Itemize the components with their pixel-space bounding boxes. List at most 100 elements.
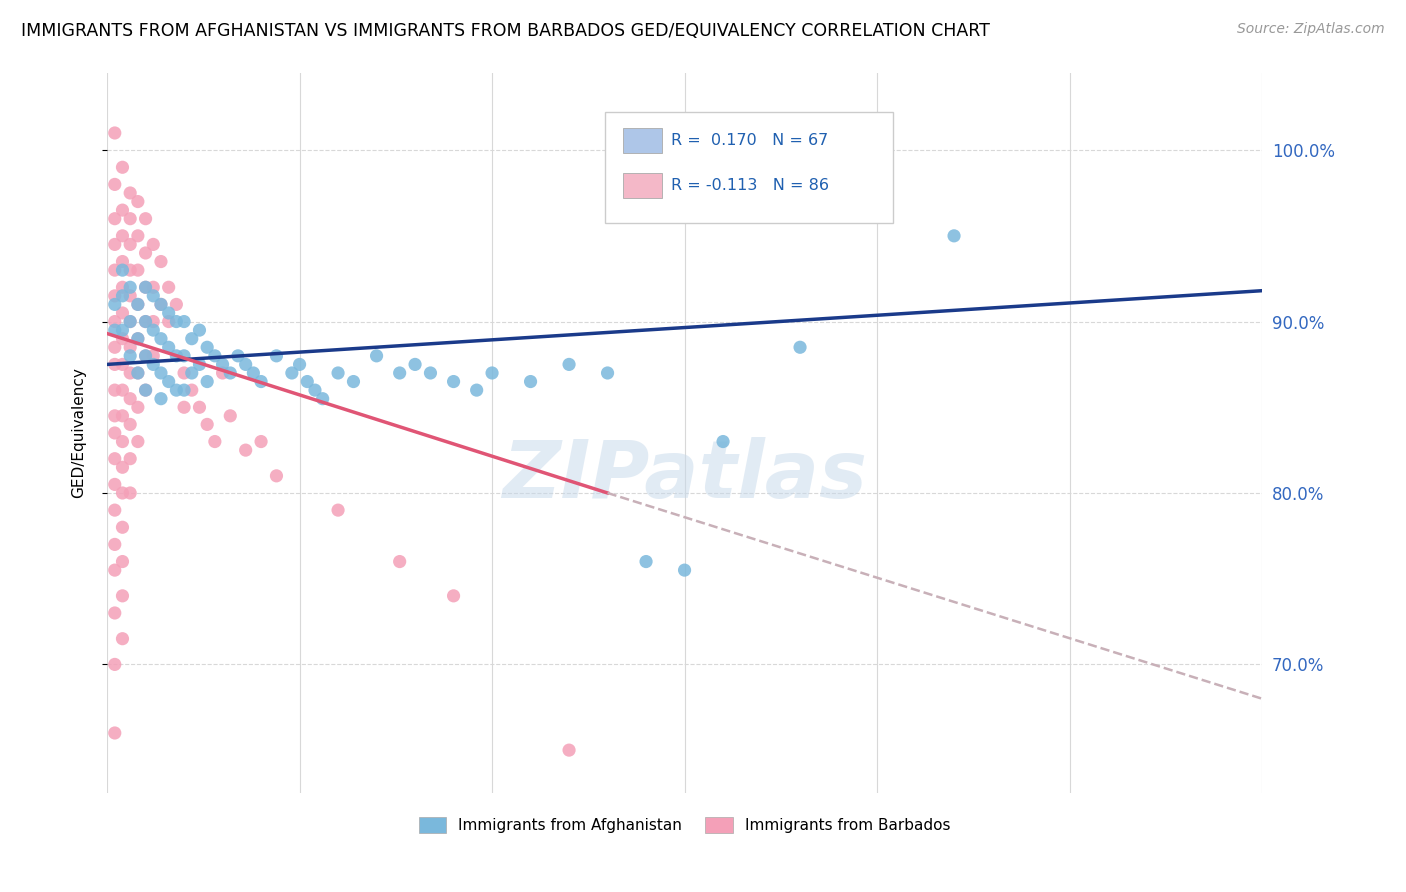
Point (120, 289, 142, 303)
Point (142, 314, 165, 328)
Point (142, 289, 165, 303)
Point (634, 555, 657, 569)
Point (135, 314, 157, 328)
Point (465, 383, 488, 397)
Point (326, 503, 349, 517)
Point (104, 340, 127, 354)
Point (195, 417, 218, 432)
Point (711, 434, 734, 449)
Point (404, 358, 426, 372)
Point (226, 349, 249, 363)
Point (195, 375, 218, 389)
Point (558, 358, 581, 372)
Point (304, 383, 326, 397)
Point (127, 228, 149, 243)
Point (104, 237, 127, 252)
Point (266, 349, 288, 363)
Point (127, 366, 149, 380)
Point (250, 375, 273, 389)
Point (157, 280, 180, 294)
Point (104, 126, 127, 140)
Point (120, 340, 142, 354)
Point (165, 383, 187, 397)
Point (127, 366, 149, 380)
Point (173, 349, 195, 363)
Point (111, 323, 134, 337)
Point (142, 237, 165, 252)
Point (127, 297, 149, 311)
Point (104, 297, 127, 311)
Point (111, 161, 134, 175)
Point (104, 477, 127, 491)
Point (104, 409, 127, 423)
Point (135, 349, 157, 363)
Point (104, 211, 127, 226)
Point (127, 434, 149, 449)
Point (135, 211, 157, 226)
Point (366, 349, 388, 363)
Point (104, 657, 127, 672)
Point (104, 451, 127, 466)
Point (111, 358, 134, 372)
Point (104, 178, 127, 192)
Point (111, 306, 134, 320)
Point (104, 263, 127, 277)
Point (111, 289, 134, 303)
Point (180, 383, 202, 397)
Point (326, 366, 349, 380)
Point (111, 409, 134, 423)
Point (111, 434, 134, 449)
Point (149, 366, 172, 380)
Point (173, 401, 195, 415)
Legend: Immigrants from Afghanistan, Immigrants from Barbados: Immigrants from Afghanistan, Immigrants … (412, 811, 956, 839)
Point (104, 503, 127, 517)
Point (104, 289, 127, 303)
Point (219, 366, 242, 380)
Point (165, 349, 187, 363)
Point (120, 263, 142, 277)
Point (204, 434, 226, 449)
Point (235, 358, 257, 372)
Point (149, 332, 172, 346)
Point (281, 366, 304, 380)
Point (111, 263, 134, 277)
Point (149, 297, 172, 311)
Point (135, 280, 157, 294)
Point (519, 375, 541, 389)
Point (297, 375, 319, 389)
Point (481, 366, 503, 380)
Point (135, 246, 157, 260)
Point (111, 460, 134, 475)
Point (120, 314, 142, 328)
Point (120, 237, 142, 252)
Point (135, 383, 157, 397)
Point (111, 332, 134, 346)
Point (596, 366, 619, 380)
Point (127, 332, 149, 346)
Point (104, 383, 127, 397)
Point (188, 401, 211, 415)
Point (943, 228, 966, 243)
Point (165, 314, 187, 328)
Point (111, 383, 134, 397)
Text: R = -0.113   N = 86: R = -0.113 N = 86 (671, 178, 828, 193)
Point (142, 280, 165, 294)
Point (242, 366, 264, 380)
Point (789, 340, 811, 354)
Point (173, 383, 195, 397)
Point (111, 520, 134, 534)
Point (180, 366, 202, 380)
Point (173, 314, 195, 328)
Point (127, 401, 149, 415)
Point (149, 392, 172, 406)
Point (127, 194, 149, 209)
Point (104, 323, 127, 337)
Point (157, 306, 180, 320)
Point (157, 314, 180, 328)
Point (211, 366, 233, 380)
Point (104, 314, 127, 328)
Point (104, 563, 127, 577)
Point (142, 349, 165, 363)
Point (120, 417, 142, 432)
Point (120, 486, 142, 500)
